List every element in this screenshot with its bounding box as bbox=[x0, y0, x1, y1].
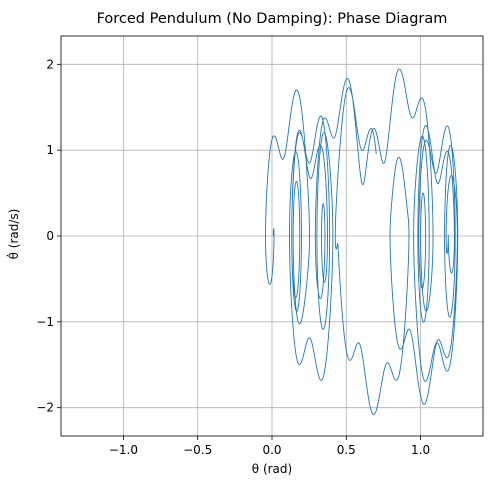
y-tick-label: −2 bbox=[36, 401, 54, 415]
y-tick-label: 2 bbox=[46, 57, 54, 71]
plot-area bbox=[265, 68, 459, 415]
y-axis-label: θ̇ (rad/s) bbox=[6, 209, 21, 260]
x-tick-label: −0.5 bbox=[183, 443, 212, 457]
x-tick-label: 0.0 bbox=[262, 443, 281, 457]
x-axis-label: θ (rad) bbox=[252, 462, 292, 476]
chart-title: Forced Pendulum (No Damping): Phase Diag… bbox=[97, 11, 448, 27]
phase-trajectory-line bbox=[265, 68, 459, 415]
x-tick-label: 0.5 bbox=[337, 443, 356, 457]
x-tick-label: −1.0 bbox=[109, 443, 138, 457]
y-tick-label: 0 bbox=[46, 229, 54, 243]
y-tick-label: 1 bbox=[46, 143, 54, 157]
y-tick-label: −1 bbox=[36, 315, 54, 329]
x-tick-label: 1.0 bbox=[411, 443, 430, 457]
ticks: −1.0 −0.5 0.0 0.5 1.0 −2 −1 0 1 2 bbox=[36, 57, 430, 457]
